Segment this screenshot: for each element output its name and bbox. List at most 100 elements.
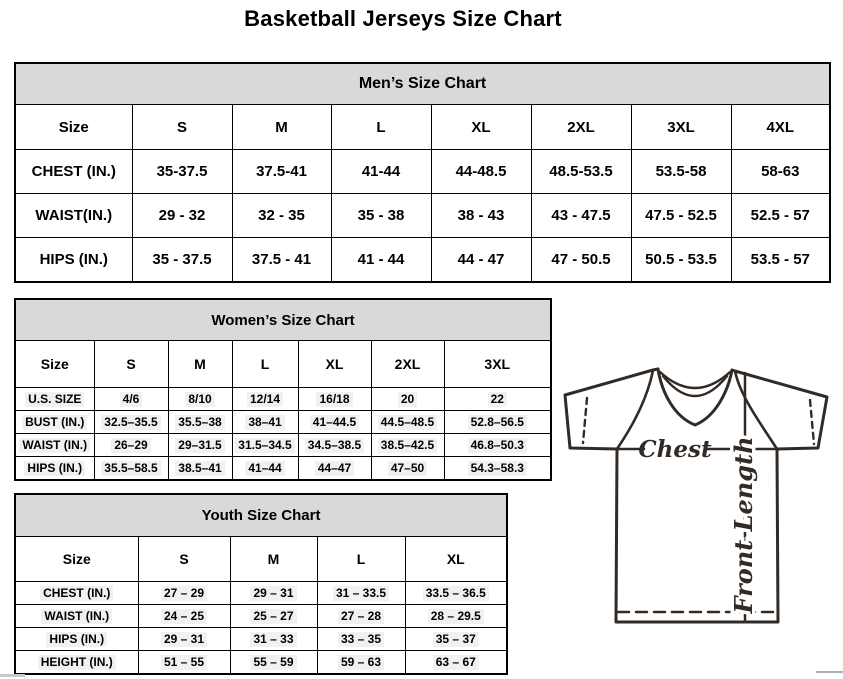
column-header: M — [229, 536, 318, 582]
cell-text: 4/6 — [119, 391, 143, 407]
size-value-cell: 34.5–38.5 — [297, 433, 372, 457]
jersey-diagram-icon: Chest Front Length — [563, 367, 829, 624]
cell-text: 31 – 33.5 — [332, 585, 390, 601]
cell-text: 41–44 — [245, 460, 285, 476]
cell-text: 55 – 59 — [250, 654, 297, 670]
table-row: HEIGHT (IN.) 51 – 55 55 – 59 59 – 63 63 … — [14, 650, 508, 675]
row-label: WAIST(IN.) — [14, 193, 133, 238]
jersey-left-seam — [615, 368, 655, 451]
column-header: 2XL — [530, 104, 632, 150]
cell-text: 16/18 — [316, 391, 353, 407]
row-label: HIPS (IN.) — [14, 627, 139, 651]
cell-text: 35.5–58.5 — [101, 460, 161, 476]
column-header: Size — [14, 340, 95, 388]
cell-text: 41–44.5 — [309, 414, 360, 430]
size-value-cell: 32 - 35 — [231, 193, 332, 238]
size-value-cell: 48.5-53.5 — [530, 149, 632, 194]
size-value-cell: 43 - 47.5 — [530, 193, 632, 238]
table-row: HIPS (IN.) 29 – 31 31 – 33 33 – 35 35 – … — [14, 627, 508, 651]
cell-text: 47–50 — [387, 460, 428, 476]
table-row: BUST (IN.) 32.5–35.5 35.5–38 38–41 41–44… — [14, 410, 552, 434]
cell-text: 29–31.5 — [175, 437, 225, 453]
jersey-measurement-diagram: Chest Front Length — [556, 362, 836, 630]
cell-text: 44.5–48.5 — [377, 414, 438, 430]
table-row: CHEST (IN.) 35-37.5 37.5-41 41-44 44-48.… — [14, 149, 831, 194]
size-value-cell: 22 — [443, 387, 552, 411]
table-row: WAIST (IN.) 24 – 25 25 – 27 27 – 28 28 –… — [14, 604, 508, 628]
row-label: WAIST (IN.) — [14, 604, 139, 628]
cell-text: 27 – 29 — [160, 585, 208, 601]
size-value-cell: 44-48.5 — [430, 149, 532, 194]
cell-text: 29 – 31 — [250, 585, 297, 601]
cell-text: 27 – 28 — [337, 608, 385, 624]
size-value-cell: 33 – 35 — [316, 627, 406, 651]
size-value-cell: 37.5-41 — [231, 149, 332, 194]
jersey-right-seam — [733, 369, 779, 451]
cell-text: 28 – 29.5 — [427, 608, 484, 624]
cell-text: 54.3–58.3 — [467, 460, 527, 476]
column-header: M — [231, 104, 332, 150]
cell-text: 24 – 25 — [160, 608, 208, 624]
size-value-cell: 32.5–35.5 — [93, 410, 169, 434]
size-value-cell: 4/6 — [93, 387, 169, 411]
cell-text: 34.5–38.5 — [304, 437, 365, 453]
size-value-cell: 29 - 32 — [131, 193, 233, 238]
cell-text: 35.5–38 — [175, 414, 225, 430]
column-header: M — [167, 340, 233, 388]
mens-table-title: Men’s Size Chart — [14, 62, 831, 105]
cell-text: 38–41 — [245, 414, 285, 430]
size-value-cell: 31.5–34.5 — [231, 433, 299, 457]
column-header: L — [330, 104, 432, 150]
cell-text: 32.5–35.5 — [101, 414, 161, 430]
table-row: HIPS (IN.) 35 - 37.5 37.5 - 41 41 - 44 4… — [14, 237, 831, 283]
youth-table-title: Youth Size Chart — [14, 493, 508, 537]
size-value-cell: 53.5 - 57 — [730, 237, 831, 283]
size-value-cell: 16/18 — [297, 387, 372, 411]
size-value-cell: 58-63 — [730, 149, 831, 194]
size-value-cell: 24 – 25 — [137, 604, 231, 628]
jersey-right-cuff-dashed-line — [808, 398, 816, 446]
size-value-cell: 38.5–41 — [167, 456, 233, 481]
cell-text: WAIST (IN.) — [19, 437, 91, 453]
column-header: S — [137, 536, 231, 582]
cell-text: 12/14 — [246, 391, 284, 407]
jersey-collar — [656, 367, 734, 427]
size-value-cell: 35-37.5 — [131, 149, 233, 194]
column-header: S — [93, 340, 169, 388]
column-header: XL — [297, 340, 372, 388]
cell-text: 46.8–50.3 — [467, 437, 527, 453]
column-header: L — [316, 536, 406, 582]
size-value-cell: 47 - 50.5 — [530, 237, 632, 283]
size-value-cell: 12/14 — [231, 387, 299, 411]
column-header: Size — [14, 104, 133, 150]
column-header: L — [231, 340, 299, 388]
size-value-cell: 37.5 - 41 — [231, 237, 332, 283]
cell-text: HIPS (IN.) — [24, 460, 86, 476]
row-label: CHEST (IN.) — [14, 149, 133, 194]
mens-size-chart-table: Men’s Size Chart Size S M L XL 2XL 3XL 4… — [14, 62, 832, 283]
row-label: HEIGHT (IN.) — [14, 650, 139, 675]
size-value-cell: 41-44 — [330, 149, 432, 194]
table-row: U.S. SIZE 4/6 8/10 12/14 16/18 20 22 — [14, 387, 552, 411]
chest-label: Chest — [638, 436, 712, 463]
size-value-cell: 47.5 - 52.5 — [630, 193, 732, 238]
cell-text: U.S. SIZE — [25, 391, 85, 407]
page-title: Basketball Jerseys Size Chart — [244, 6, 562, 31]
row-label: CHEST (IN.) — [14, 581, 139, 605]
size-value-cell: 31 – 33 — [229, 627, 318, 651]
column-header: XL — [430, 104, 532, 150]
table-row: HIPS (IN.) 35.5–58.5 38.5–41 41–44 44–47… — [14, 456, 552, 481]
size-value-cell: 35.5–58.5 — [93, 456, 169, 481]
size-value-cell: 54.3–58.3 — [443, 456, 552, 481]
cell-text: 38.5–42.5 — [377, 437, 438, 453]
cell-text: 31 – 33 — [250, 631, 297, 647]
size-value-cell: 47–50 — [370, 456, 445, 481]
youth-size-chart-table: Youth Size Chart Size S M L XL CHEST (IN… — [14, 493, 509, 675]
column-header: 2XL — [370, 340, 445, 388]
size-value-cell: 27 – 28 — [316, 604, 406, 628]
size-value-cell: 8/10 — [167, 387, 233, 411]
size-value-cell: 51 – 55 — [137, 650, 231, 675]
size-value-cell: 35.5–38 — [167, 410, 233, 434]
size-value-cell: 44–47 — [297, 456, 372, 481]
size-value-cell: 31 – 33.5 — [316, 581, 406, 605]
